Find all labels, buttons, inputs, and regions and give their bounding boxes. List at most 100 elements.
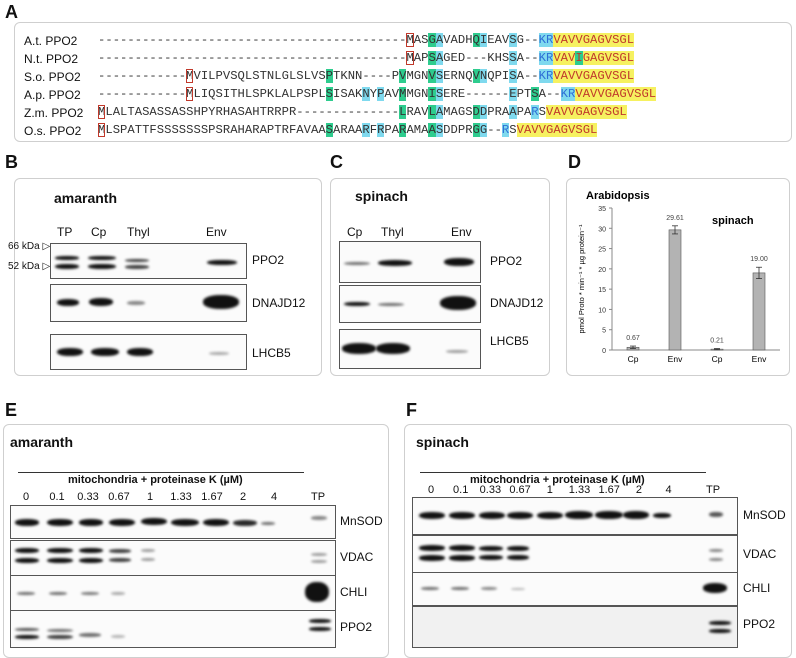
blot-f-mnsod [412,497,738,535]
blot-e-chli [10,575,336,611]
data-label: 19.00 [750,256,768,263]
panel-b-title: amaranth [54,190,118,206]
category-label: Cp [712,354,723,364]
protein-label: LHCB5 [490,334,529,348]
lane-label: 0.67 [108,491,130,503]
lane-label: 0 [22,491,30,503]
lane-label: TP [57,225,73,239]
y-tick-label: 15 [598,287,606,294]
lane-label: TP [310,491,326,503]
marker-52kda: 52 kDa ▷ [8,261,51,272]
lane-label: 0.1 [49,491,65,503]
protein-label: CHLI [340,585,368,599]
y-tick-label: 5 [602,328,606,335]
blot-e-mnsod [10,505,336,539]
marker-label: 66 kDa [8,241,40,252]
treatment-label: mitochondria + proteinase K (µM) [470,474,645,486]
lane-label: 1 [146,491,154,503]
y-tick-label: 20 [598,267,606,274]
chart-subtitle: spinach [712,215,754,227]
sequence-name: A.p. PPO2 [24,88,81,102]
protein-label: PPO2 [252,253,285,267]
sequence-row: MLSPATTFSSSSSSSPSRAHARAPTRFAVAASARAARFRP… [98,123,598,137]
panel-label-b: B [5,152,18,172]
panel-label-c: C [330,152,343,172]
data-label: 0.67 [626,335,640,342]
protein-label: MnSOD [743,508,786,522]
lane-label: 4 [665,484,672,496]
protein-label: DNAJD12 [252,296,306,310]
treatment-bracket [420,472,706,473]
blot-e-ppo2 [10,610,336,648]
panel-label-e: E [5,400,18,420]
treatment-label: mitochondria + proteinase K (µM) [68,474,243,486]
blot-f-chli [412,572,738,606]
lane-label: 2 [239,491,247,503]
protein-label: VDAC [340,550,374,564]
lane-label: Cp [91,225,107,239]
protein-label: PPO2 [743,617,776,631]
lane-label: 0.33 [77,491,99,503]
protein-label: DNAJD12 [490,296,544,310]
blot-strip-dnajd12-spinach [339,285,481,323]
bar [668,229,682,351]
blot-f-vdac [412,535,738,574]
chart-title: Arabidopsis [586,190,650,202]
protein-label: VDAC [743,547,777,561]
lane-label: 2 [635,484,642,496]
sequence-row: ------------MLIQSITHLSPKLALPSPLSISAKNYPA… [98,87,657,101]
lane-label: 0.67 [509,484,531,496]
sequence-name: A.t. PPO2 [24,34,78,48]
data-label: 29.61 [666,215,684,222]
sequence-name: O.s. PPO2 [24,124,82,138]
protein-label: PPO2 [340,620,373,634]
treatment-bracket [18,472,304,473]
marker-label: 52 kDa [8,261,40,272]
data-label: 0.21 [710,338,724,345]
lane-label: Env [451,225,472,239]
panel-label-d: D [568,152,581,172]
activity-bar-chart: Arabidopsis spinach 0 5 10 15 20 25 30 35 pmol Pro… [577,190,780,364]
blot-strip-ppo2 [50,243,247,279]
lane-label: 1.67 [201,491,223,503]
bar [752,272,766,351]
lane-label: 1.33 [568,484,591,496]
lane-label: 0 [427,484,435,496]
panel-f-title: spinach [416,434,469,450]
protein-label: MnSOD [340,514,383,528]
lane-label: Thyl [381,225,404,239]
lane-label: Env [206,225,227,239]
category-label: Cp [628,354,639,364]
panel-label-f: F [406,400,417,420]
blot-strip-dnajd12 [50,284,247,322]
y-tick-label: 30 [598,226,606,233]
lane-label: 4 [270,491,278,503]
panel-c-title: spinach [355,188,408,204]
blot-strip-lhcb5 [50,334,247,370]
sequence-row: ------------MVILPVSQLSTNLGLSLVSPTKNN----… [98,69,635,83]
lane-label: Cp [347,225,363,239]
y-tick-label: 10 [598,307,606,314]
marker-66kda: 66 kDa ▷ [8,241,51,252]
y-tick-label: 0 [602,348,606,355]
lane-label: 1.67 [598,484,620,496]
category-label: Env [752,354,767,364]
blot-f-ppo2 [412,606,738,648]
blot-e-vdac [10,540,336,576]
panel-label-a: A [5,2,18,22]
protein-label: CHLI [743,581,771,595]
lane-label: 1 [546,484,553,496]
sequence-name: Z.m. PPO2 [24,106,84,120]
sequence-name: S.o. PPO2 [24,70,81,84]
sequence-name: N.t. PPO2 [24,52,79,66]
y-tick-label: 25 [598,247,606,254]
blot-strip-ppo2-spinach [339,241,481,283]
category-label: Env [668,354,683,364]
y-tick-label: 35 [598,206,606,213]
lane-label: 0.1 [453,484,469,496]
sequence-row: ----------------------------------------… [98,51,635,65]
protein-label: PPO2 [490,254,523,268]
lane-label: TP [705,484,721,496]
panel-e-title: amaranth [10,434,74,450]
lane-label: 1.33 [170,491,192,503]
